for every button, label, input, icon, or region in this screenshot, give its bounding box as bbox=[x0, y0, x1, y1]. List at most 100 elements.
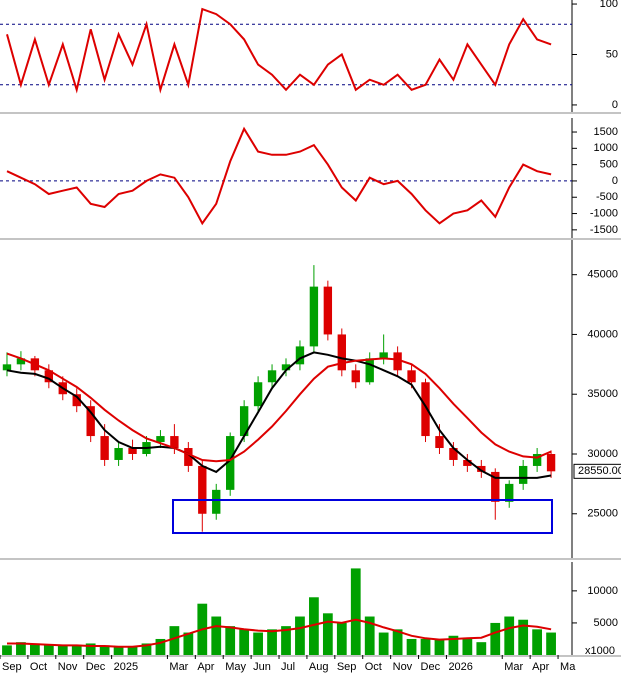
volume-bar bbox=[127, 646, 138, 655]
volume-bar bbox=[336, 622, 347, 655]
candle-body bbox=[505, 483, 514, 502]
y-tick-label: -500 bbox=[596, 191, 618, 203]
candle-body bbox=[491, 471, 500, 502]
candle-body bbox=[309, 286, 319, 347]
candle-body bbox=[379, 352, 388, 359]
x-tick-label: 2026 bbox=[448, 661, 472, 673]
candle-body bbox=[86, 406, 95, 437]
volume-bar bbox=[281, 626, 291, 655]
volume-bar bbox=[267, 629, 277, 655]
volume-bar bbox=[448, 635, 459, 655]
unit-label: x1000 bbox=[585, 645, 615, 657]
x-tick-label: Mar bbox=[504, 661, 523, 673]
candle-body bbox=[198, 465, 207, 514]
volume-bar bbox=[29, 643, 40, 655]
volume-bar bbox=[378, 632, 389, 655]
zone-box bbox=[172, 499, 553, 534]
candle-body bbox=[16, 358, 26, 365]
volume-bar bbox=[309, 597, 319, 655]
candle-body bbox=[170, 436, 179, 449]
candle-body bbox=[477, 465, 486, 472]
volume-bar bbox=[211, 616, 222, 655]
x-tick-label: Dec bbox=[421, 661, 441, 673]
candle-body bbox=[337, 334, 346, 371]
y-tick-label: -1000 bbox=[590, 207, 618, 219]
candle-body bbox=[100, 436, 109, 460]
candle-body bbox=[281, 364, 291, 371]
x-tick-label: 2025 bbox=[114, 661, 138, 673]
y-tick-label: 25000 bbox=[587, 508, 618, 520]
candle-body bbox=[114, 448, 123, 460]
volume-bar bbox=[504, 616, 515, 655]
volume-bar bbox=[155, 638, 166, 655]
candle-body bbox=[546, 453, 556, 472]
volume-bar bbox=[546, 632, 556, 655]
y-tick-label: -1500 bbox=[590, 224, 618, 236]
volume-bar bbox=[43, 644, 54, 655]
volume-bar bbox=[462, 638, 473, 655]
series-line bbox=[6, 126, 552, 226]
volume-bar bbox=[239, 629, 250, 655]
volume-bar bbox=[392, 629, 403, 655]
volume-bar bbox=[295, 616, 305, 655]
candle-body bbox=[351, 370, 360, 383]
x-tick-label: Apr bbox=[197, 661, 214, 673]
candle-body bbox=[44, 370, 54, 383]
volume-bar bbox=[490, 622, 501, 655]
volume-bar bbox=[85, 643, 96, 655]
candle-body bbox=[407, 370, 416, 383]
x-tick-label: Oct bbox=[30, 661, 47, 673]
volume-bar bbox=[169, 626, 180, 655]
y-tick-label: 35000 bbox=[587, 388, 618, 400]
y-tick-label: 30000 bbox=[587, 448, 618, 460]
candle-body bbox=[365, 358, 374, 383]
x-tick-label: Nov bbox=[393, 661, 413, 673]
volume-bar bbox=[253, 632, 263, 655]
candle-body bbox=[239, 406, 249, 437]
volume-bar bbox=[225, 626, 236, 655]
x-tick-label: Jun bbox=[253, 661, 271, 673]
volume-bar bbox=[434, 638, 445, 655]
volume-bar bbox=[16, 642, 26, 655]
y-tick-label: 5000 bbox=[594, 617, 618, 629]
last-price-label: 28550.00 bbox=[578, 465, 621, 477]
candle-body bbox=[421, 382, 430, 437]
candle-body bbox=[128, 448, 137, 454]
y-tick-label: 0 bbox=[612, 175, 618, 187]
volume-bar bbox=[141, 643, 152, 655]
y-tick-label: 1000 bbox=[594, 142, 618, 154]
x-tick-label: Dec bbox=[86, 661, 106, 673]
series-line bbox=[6, 351, 552, 479]
candle-body bbox=[393, 352, 402, 371]
y-tick-label: 45000 bbox=[587, 269, 618, 281]
candle-body bbox=[226, 436, 235, 490]
y-tick-label: 100 bbox=[600, 0, 618, 10]
x-tick-label: Sep bbox=[337, 661, 357, 673]
volume-bar bbox=[71, 644, 82, 655]
candle-body bbox=[2, 364, 12, 371]
volume-bar bbox=[532, 629, 543, 655]
volume-bar bbox=[518, 619, 529, 655]
candle-body bbox=[435, 436, 444, 449]
volume-bar bbox=[476, 642, 487, 655]
candle-body bbox=[518, 465, 528, 484]
x-tick-label: Mar bbox=[169, 661, 188, 673]
volume-bar bbox=[364, 616, 375, 655]
candle-body bbox=[463, 459, 472, 466]
x-tick-label: Oct bbox=[365, 661, 382, 673]
candle-body bbox=[295, 346, 305, 365]
last-price-tag bbox=[573, 463, 621, 479]
x-tick-label: Jul bbox=[281, 661, 295, 673]
volume-bar bbox=[99, 645, 110, 655]
candle-body bbox=[184, 448, 193, 466]
candle-body bbox=[212, 489, 221, 514]
candle-body bbox=[532, 453, 542, 466]
volume-bar bbox=[322, 613, 333, 655]
volume-bar bbox=[57, 645, 68, 655]
x-tick-label: Nov bbox=[58, 661, 78, 673]
series-line bbox=[6, 7, 552, 94]
x-tick-label: May bbox=[225, 661, 246, 673]
candle-body bbox=[253, 382, 263, 407]
y-tick-label: 500 bbox=[600, 159, 618, 171]
y-tick-label: 1500 bbox=[594, 126, 618, 138]
